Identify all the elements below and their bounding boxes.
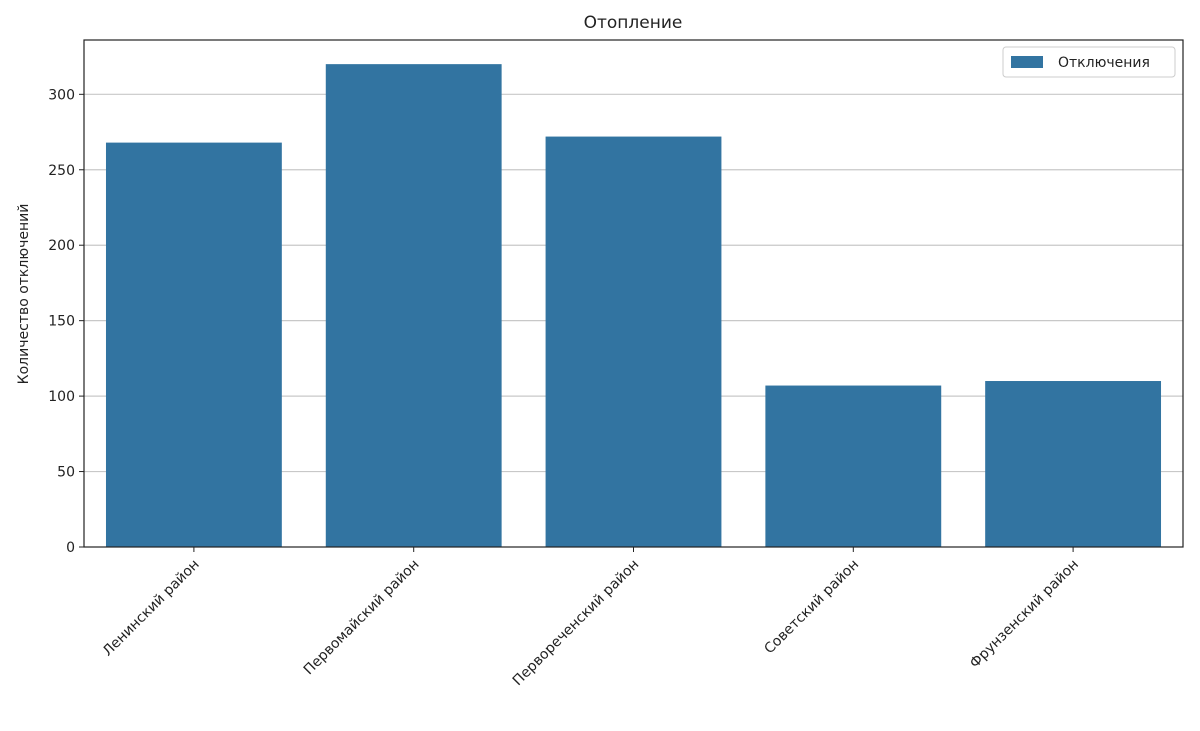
y-tick-label: 100 — [48, 389, 75, 405]
x-tick-label: Фрунзенский район — [967, 557, 1082, 672]
axes-frame — [83, 39, 1184, 548]
legend: Отключения — [1002, 46, 1176, 78]
bar — [985, 381, 1162, 547]
bar — [765, 385, 942, 547]
legend-label: Отключения — [1058, 55, 1150, 71]
y-tick-label: 50 — [57, 465, 75, 481]
legend-swatch — [1011, 56, 1043, 68]
bar — [545, 136, 722, 548]
y-tick-label: 250 — [48, 163, 75, 179]
y-tick-label: 300 — [48, 87, 75, 103]
y-axis-label: Количество отключений — [16, 204, 32, 385]
y-tick-label: 200 — [48, 238, 75, 254]
x-tick-label: Первомайский район — [301, 557, 423, 679]
bar — [105, 142, 282, 547]
chart-title: Отопление — [584, 13, 683, 33]
x-tick-label: Советский район — [761, 557, 862, 658]
x-tick-label: Первореченский район — [510, 557, 643, 690]
x-tick-label: Ленинский район — [100, 557, 203, 660]
y-tick-label: 150 — [48, 314, 75, 330]
y-tick-label: 0 — [66, 540, 75, 556]
bar — [325, 64, 502, 548]
